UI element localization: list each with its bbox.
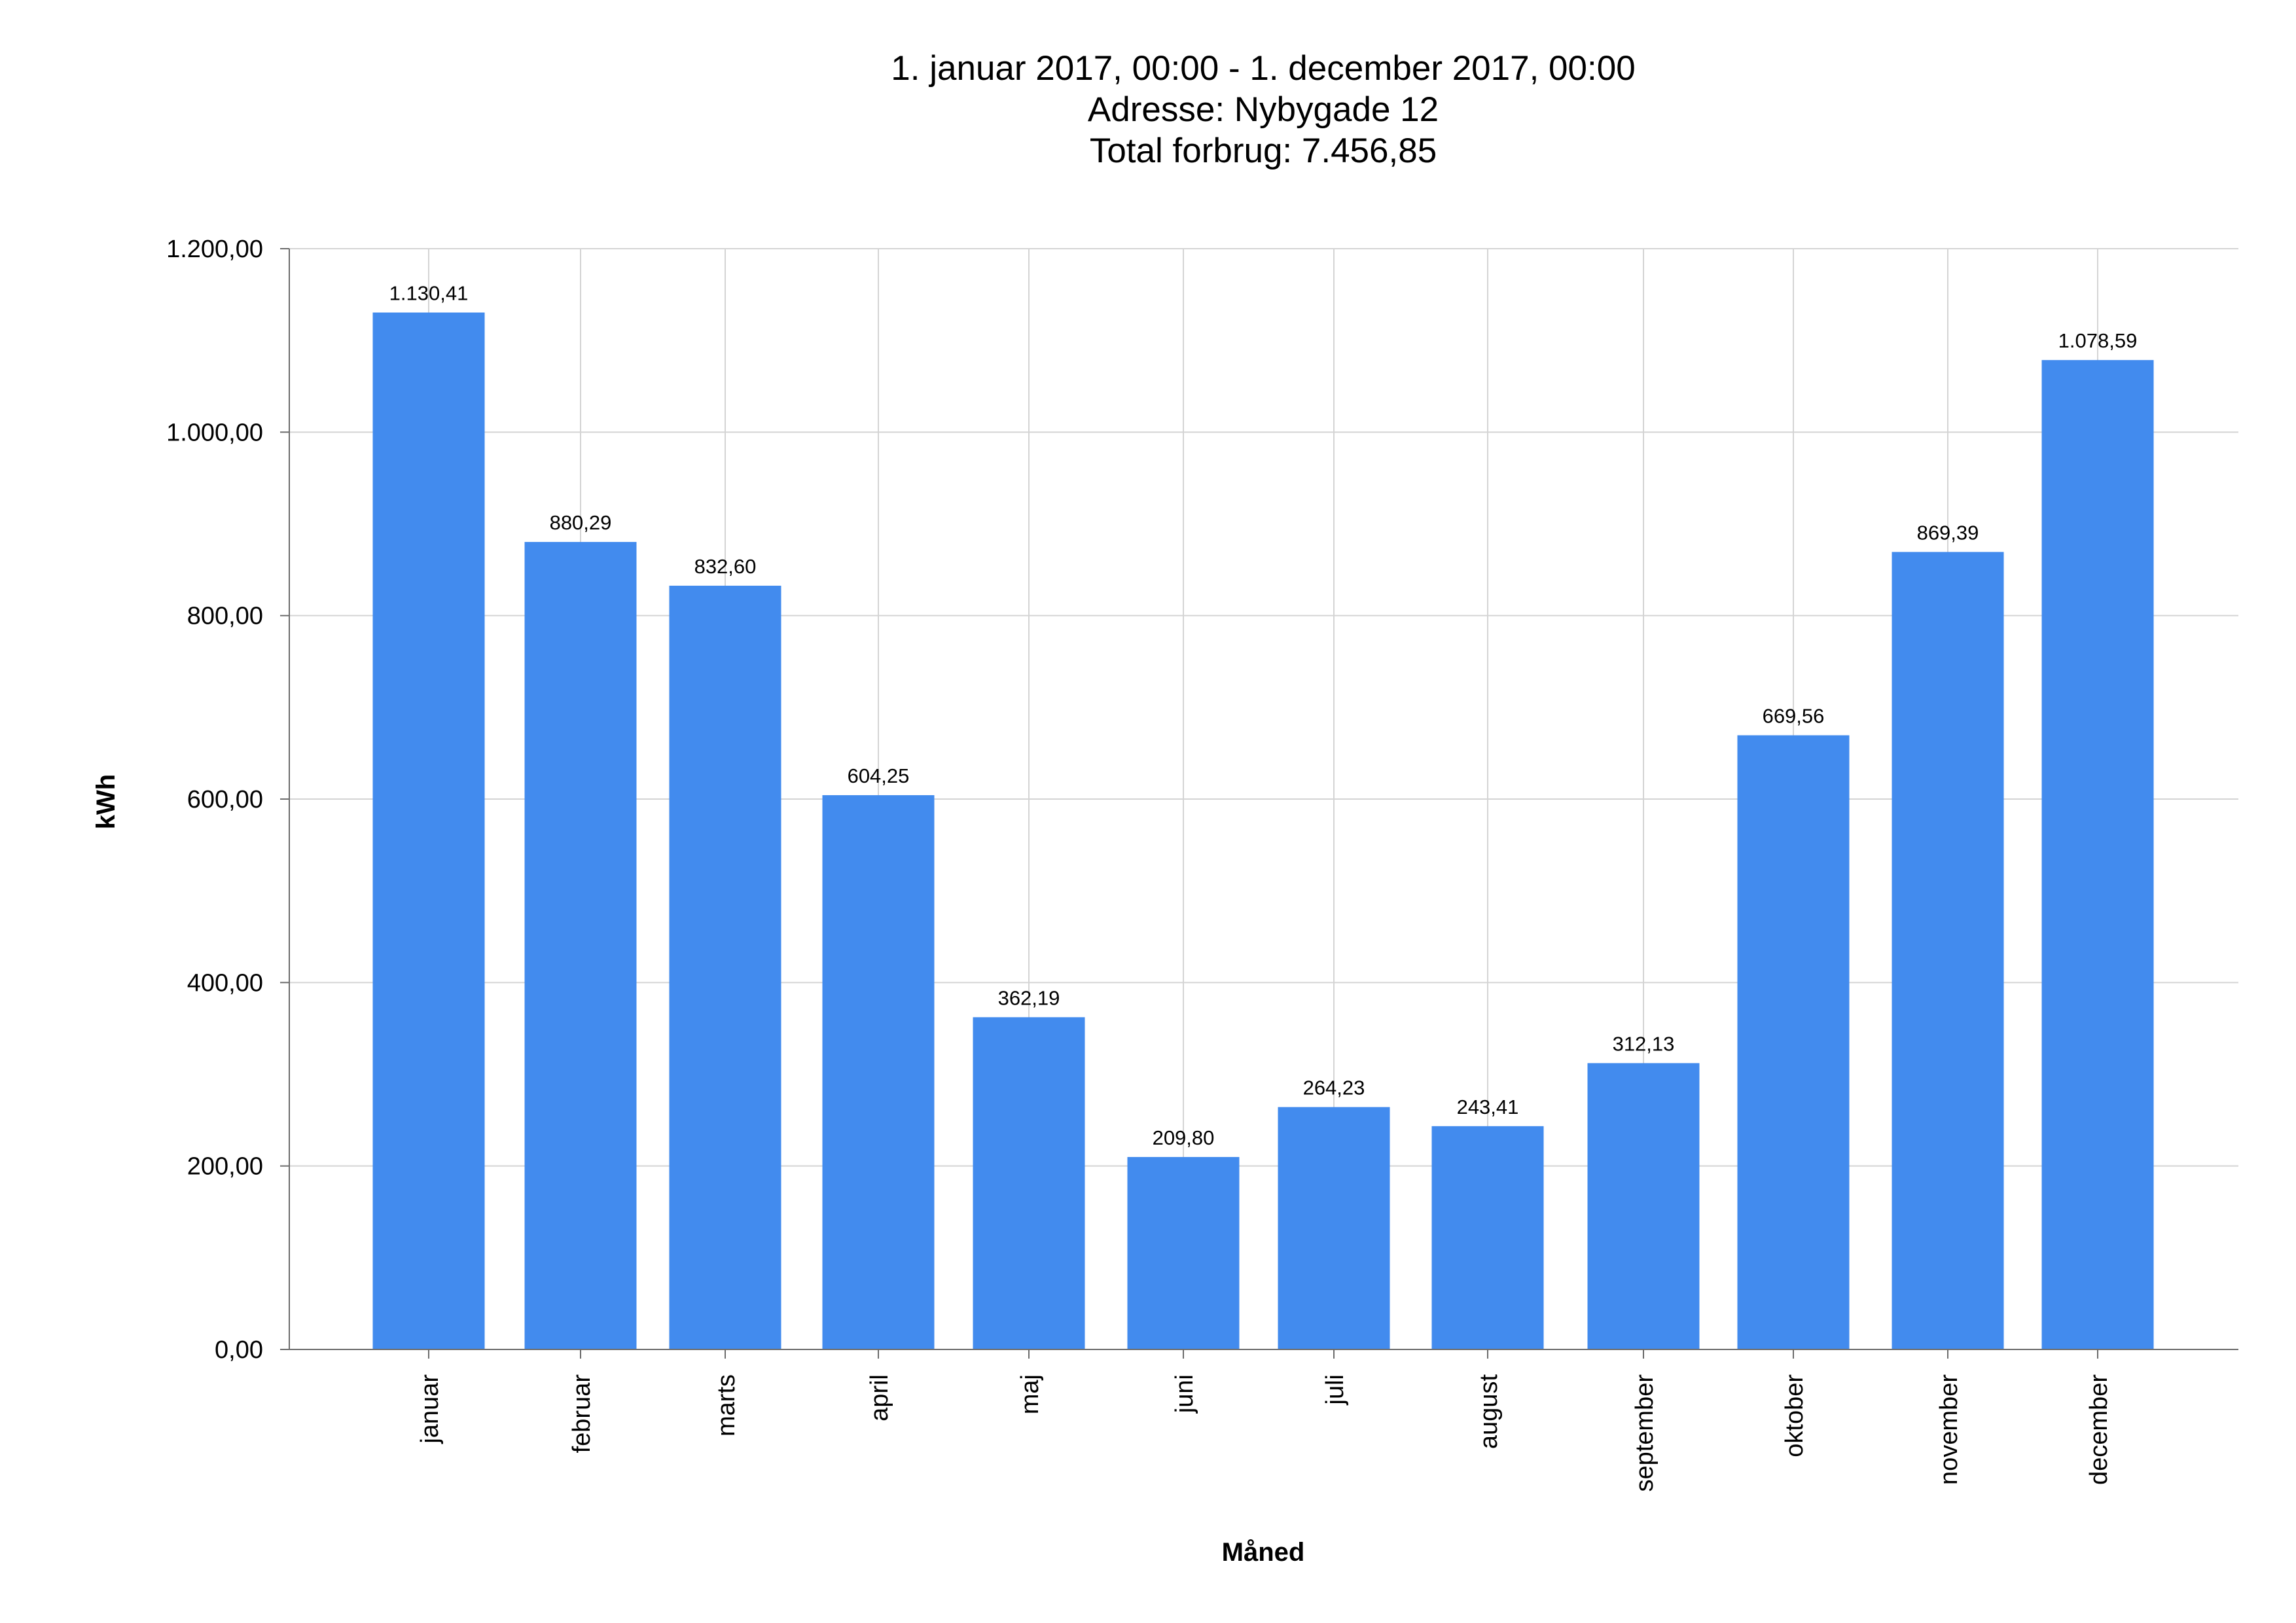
bar-februar [524,542,637,1349]
y-tick-label: 1.200,00 [166,236,263,263]
x-tick-label-september: september [1631,1374,1659,1492]
bar-marts [669,585,781,1349]
y-tick-label: 400,00 [187,969,263,997]
bar-august [1431,1126,1544,1349]
data-label-februar: 880,29 [550,511,612,534]
x-tick-label-februar: februar [568,1374,596,1454]
chart-title: 1. januar 2017, 00:00 - 1. december 2017… [891,49,1635,170]
data-label-juni: 209,80 [1153,1126,1215,1149]
data-label-marts: 832,60 [694,555,757,578]
x-axis-title: Måned [1222,1538,1305,1567]
data-label-september: 312,13 [1613,1032,1675,1055]
bar-oktober [1737,735,1850,1349]
x-tick-label-april: april [866,1374,893,1421]
bar-maj [973,1017,1085,1349]
x-tick-label-november: november [1935,1374,1963,1485]
chart-title-line-3: Total forbrug: 7.456,85 [1090,132,1437,170]
y-tick-label: 1.000,00 [166,419,263,446]
data-label-december: 1.078,59 [2058,329,2138,352]
y-tick-label: 800,00 [187,603,263,630]
bars [372,312,2154,1350]
data-label-oktober: 669,56 [1763,705,1825,728]
y-axis-title: kWh [92,774,120,829]
data-label-august: 243,41 [1457,1096,1519,1118]
data-label-januar: 1.130,41 [389,282,469,305]
bar-januar [372,312,485,1349]
x-tick-label-marts: marts [713,1374,740,1436]
data-label-juli: 264,23 [1303,1077,1365,1099]
bar-september [1587,1063,1700,1349]
y-tick-label: 200,00 [187,1153,263,1181]
bar-juli [1278,1107,1390,1349]
data-label-maj: 362,19 [998,986,1060,1009]
bar-november [1892,552,2004,1349]
chart-title-line-1: 1. januar 2017, 00:00 - 1. december 2017… [891,49,1635,88]
x-tick-label-oktober: oktober [1781,1374,1808,1457]
data-label-november: 869,39 [1917,521,1979,544]
x-tick-label-maj: maj [1016,1374,1044,1414]
x-tick-label-december: december [2085,1374,2113,1485]
x-tick-label-august: august [1475,1374,1503,1450]
x-tick-label-juni: juni [1171,1374,1198,1414]
chart-title-line-2: Adresse: Nybygade 12 [1088,90,1439,129]
axes [280,248,2238,1359]
x-tick-label-januar: januar [416,1374,444,1444]
bar-december [2041,360,2154,1350]
bar-juni [1127,1156,1240,1349]
y-tick-label: 600,00 [187,786,263,813]
y-tick-label: 0,00 [215,1336,263,1364]
labels: 0,00 200,00 400,00 600,00 800,00 1.000,00 1.20… [166,236,2137,1492]
bar-april [822,795,935,1349]
x-tick-label-juli: juli [1321,1374,1349,1405]
data-label-april: 604,25 [848,764,910,787]
